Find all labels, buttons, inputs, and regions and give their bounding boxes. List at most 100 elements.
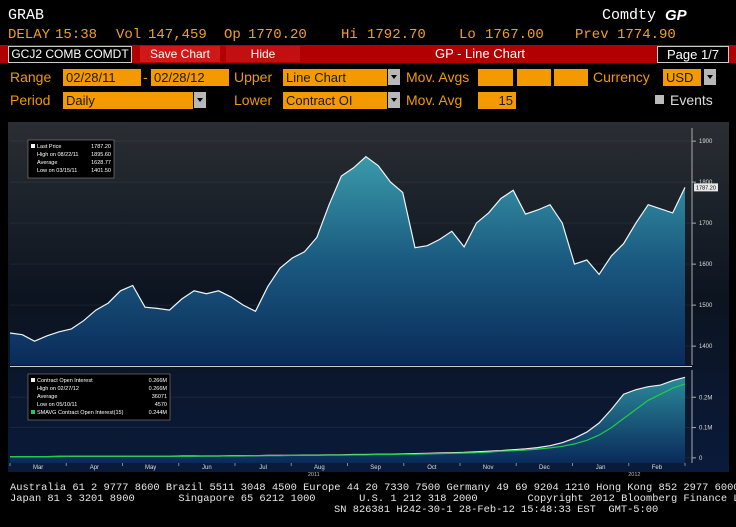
quote-label: Lo (459, 27, 476, 43)
start-date-field[interactable]: 02/28/11 (63, 69, 141, 86)
upper-field[interactable]: Line Chart (283, 69, 387, 86)
lower-field[interactable]: Contract OI (283, 92, 387, 109)
quote-status: DELAY (8, 27, 51, 43)
period-field[interactable]: Daily (63, 92, 193, 109)
mov-avg-field[interactable] (478, 69, 513, 86)
x-tick-label: Dec (539, 465, 550, 471)
currency-label: Currency (593, 69, 650, 85)
range-separator: - (143, 69, 148, 85)
command: GRAB (8, 7, 45, 24)
y-tick-label: 1800 (699, 180, 713, 186)
legend-label: High on 08/22/11 (37, 152, 79, 158)
mov-avgs-label: Mov. Avgs (406, 69, 470, 85)
last-value-tag (694, 183, 718, 192)
legend-value: 0.266M (149, 378, 168, 384)
period-label: Period (10, 92, 51, 108)
x-tick-label: Aug (314, 465, 325, 471)
quote-label: Op (224, 27, 241, 43)
footer-line: SN 826381 H242-30-1 28-Feb-12 15:48:33 E… (334, 504, 659, 516)
toolbar-title: GP - Line Chart (434, 46, 526, 61)
x-tick-label: Feb (652, 465, 663, 471)
legend-label: SMAVG Contract Open Interest(15) (37, 410, 124, 416)
mov-avg-field[interactable]: 15 (478, 92, 516, 109)
legend-value: 1895.60 (91, 152, 111, 158)
y-tick-label: 1500 (699, 303, 713, 309)
x-tick-label: Apr (90, 465, 99, 471)
area-fill (10, 156, 685, 365)
market-sector: Comdty (602, 7, 657, 24)
upper-label: Upper (234, 69, 273, 85)
footer-line: Australia 61 2 9777 8600 Brazil 5511 304… (10, 482, 736, 494)
legend-label: Contract Open Interest (37, 378, 93, 384)
legend-swatch (31, 378, 35, 382)
legend-value: 1787.20 (91, 144, 111, 150)
events-label: Events (670, 92, 713, 108)
legend-value: 0.244M (149, 410, 168, 416)
y-tick-label: 0.1M (699, 426, 712, 432)
legend-label: Low on 03/15/11 (37, 168, 77, 174)
legend-label: Average (37, 160, 57, 166)
hide-button[interactable]: Hide (226, 46, 300, 62)
legend-label: Average (37, 394, 57, 400)
y-tick-label: 0.2M (699, 395, 712, 401)
year-label: 2011 (308, 472, 320, 478)
legend-value: 1401.50 (91, 168, 111, 174)
dropdown-arrow[interactable] (388, 92, 400, 108)
quote-label: Vol (116, 27, 142, 43)
x-tick-label: Mar (33, 465, 43, 471)
currency-field[interactable]: USD (663, 69, 701, 86)
legend-label: High on 02/27/12 (37, 386, 79, 392)
y-tick-label: 1700 (699, 221, 713, 227)
end-date-field[interactable]: 02/28/12 (151, 69, 229, 86)
legend-box (27, 139, 115, 179)
y-tick-label: 1600 (699, 262, 713, 268)
series-line (9, 155, 686, 342)
mov-avg-field[interactable] (517, 69, 551, 86)
page-indicator[interactable]: Page 1/7 (657, 46, 729, 63)
function-code: GP (665, 7, 687, 24)
range-label: Range (10, 69, 52, 85)
last-value-label: 1787.20 (696, 185, 716, 191)
legend-value: 36071 (152, 394, 167, 400)
mov-avg-label: Mov. Avg (406, 92, 463, 108)
legend-value: 0.266M (149, 386, 168, 392)
x-tick-label: May (145, 465, 156, 471)
legend-box (27, 373, 171, 421)
mov-avg-field[interactable] (554, 69, 588, 86)
x-tick-label: Oct (427, 465, 437, 471)
quote-value: 1770.20 (248, 27, 307, 43)
series-line (10, 383, 686, 458)
x-tick-label: Jul (259, 465, 267, 471)
legend-swatch (31, 144, 35, 148)
x-tick-label: Sep (370, 465, 381, 471)
y-tick-label: 1900 (699, 139, 713, 145)
year-label: 2012 (628, 472, 640, 478)
quote-value: 147,459 (148, 27, 207, 43)
events-checkbox[interactable] (655, 95, 664, 104)
area-fill (10, 377, 685, 463)
x-tick-label: Jun (202, 465, 212, 471)
legend-label: Low on 05/10/11 (37, 402, 77, 408)
quote-label: Hi (341, 27, 358, 43)
legend-value: 1628.77 (91, 160, 111, 166)
lower-label: Lower (234, 92, 273, 108)
footer-line: Japan 81 3 3201 8900 Singapore 65 6212 1… (10, 493, 736, 505)
security-box[interactable]: GCJ2 COMB COMDT (8, 46, 132, 63)
y-tick-label: 0 (699, 456, 703, 462)
dropdown-arrow[interactable] (194, 92, 206, 108)
save-chart-button[interactable]: Save Chart (140, 46, 220, 62)
quote-value: 1792.70 (367, 27, 426, 43)
quote-time: 15:38 (55, 27, 98, 43)
quote-value: 1774.90 (617, 27, 676, 43)
legend-swatch (31, 410, 35, 414)
legend-value: 4570 (155, 402, 167, 408)
x-tick-label: Nov (483, 465, 494, 471)
legend-label: Last Price (37, 144, 61, 150)
dropdown-arrow[interactable] (388, 69, 400, 85)
quote-label: Prev (575, 27, 609, 43)
quote-value: 1767.00 (485, 27, 544, 43)
x-tick-label: Jan (596, 465, 606, 471)
dropdown-arrow[interactable] (704, 69, 716, 85)
